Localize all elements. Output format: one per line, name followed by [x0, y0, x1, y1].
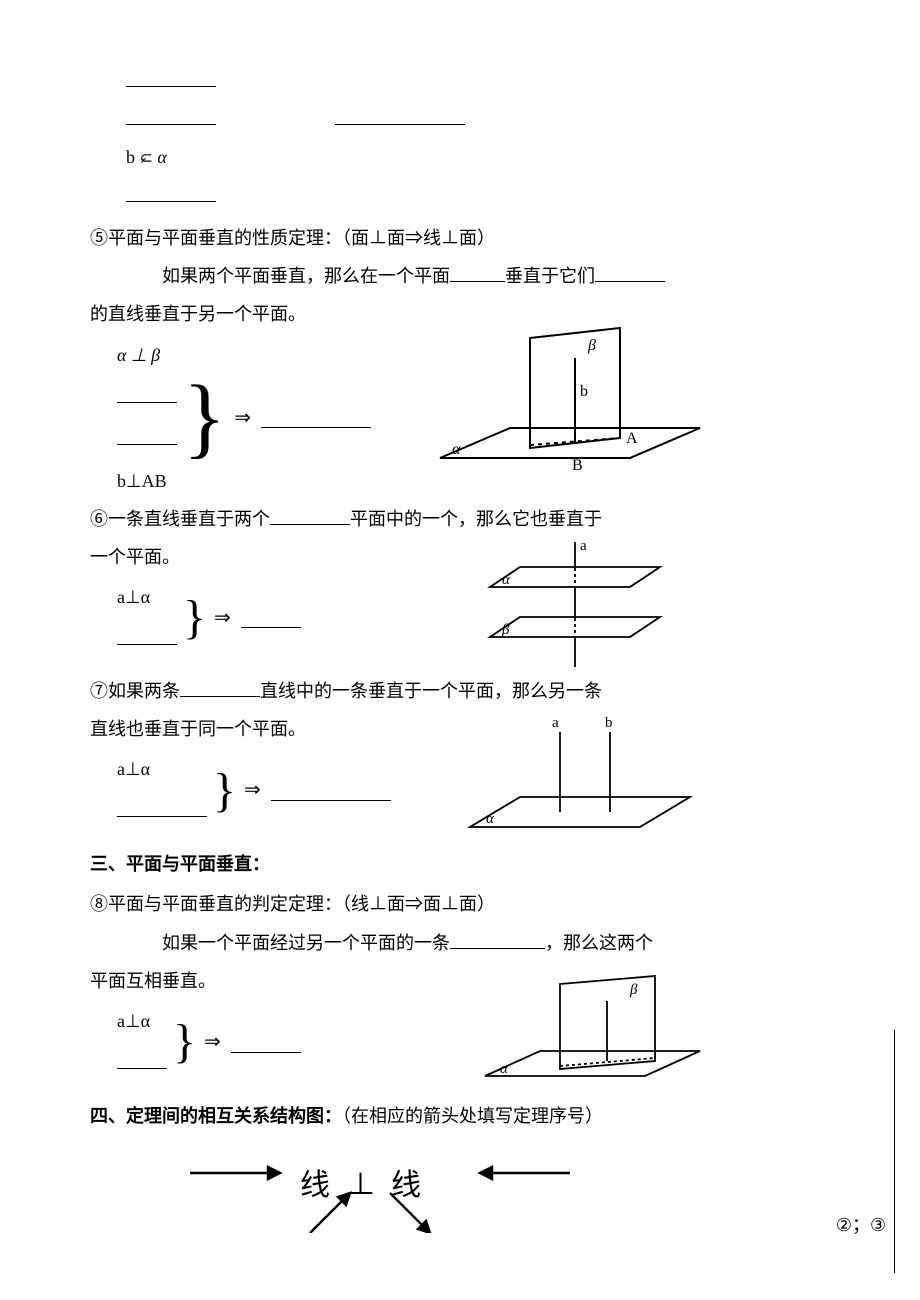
item6-figure: a α β	[460, 532, 680, 682]
diagram-center-label: 线 ⊥ 线	[300, 1157, 425, 1214]
svg-text:α: α	[486, 811, 495, 827]
svg-text:α: α	[500, 1061, 509, 1077]
item5-figure: β b A B α	[420, 318, 720, 498]
svg-text:B: B	[572, 457, 583, 474]
svg-text:b: b	[605, 715, 613, 731]
svg-text:α: α	[502, 572, 511, 588]
item8-body: 如果一个平面经过另一个平面的一条，那么这两个	[90, 926, 830, 960]
svg-text:b: b	[580, 383, 588, 400]
svg-text:α: α	[452, 441, 461, 458]
item8-heading: ⑧平面与平面垂直的判定定理：（线⊥面⇒面⊥面）	[90, 887, 830, 921]
structure-diagram: 线 ⊥ 线	[90, 1143, 830, 1233]
top-blank-1	[90, 64, 830, 98]
item7-figure: a b α	[450, 707, 710, 847]
item5-heading: ⑤平面与平面垂直的性质定理：（面⊥面⇒线⊥面）	[90, 221, 830, 255]
item5-body: 如果两个平面垂直，那么在一个平面垂直于它们	[90, 259, 830, 293]
subset-line: b ⊂≠ α	[90, 140, 830, 174]
top-blank-row	[90, 102, 830, 136]
section3-title: 三、平面与平面垂直：	[90, 847, 830, 881]
svg-text:A: A	[626, 430, 638, 447]
svg-text:a: a	[552, 715, 559, 731]
side-label: ②；③	[826, 1208, 896, 1242]
svg-text:β: β	[587, 337, 596, 354]
top-blank-4	[90, 179, 830, 213]
item6-body: ⑥一条直线垂直于两个平面中的一个，那么它也垂直于	[90, 502, 830, 536]
svg-text:β: β	[501, 622, 510, 638]
section4-title: 四、定理间的相互关系结构图：（在相应的箭头处填写定理序号）	[90, 1099, 830, 1133]
svg-text:a: a	[580, 538, 587, 554]
svg-text:β: β	[629, 982, 638, 998]
item8-figure: β α	[470, 966, 720, 1096]
